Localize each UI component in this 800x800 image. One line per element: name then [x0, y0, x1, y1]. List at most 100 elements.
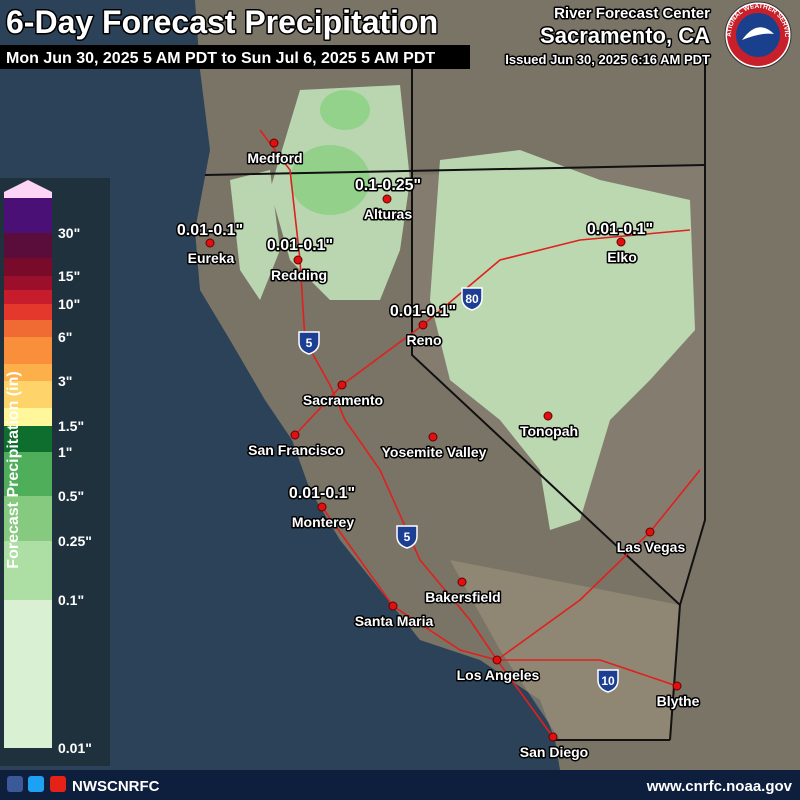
road	[497, 659, 678, 687]
road	[321, 506, 498, 661]
legend-band	[4, 600, 52, 748]
city-dot	[645, 527, 655, 537]
city-label: Sacramento	[303, 392, 383, 408]
amount-label: 0.01-0.1"	[177, 222, 243, 239]
subtitle-bar	[0, 45, 470, 69]
legend-label: 0.5"	[58, 488, 84, 504]
legend: 30" 15" 10" 6" 3" 1.5" 1" 0.5" 0.25" 0.1" 0.01"	[4, 180, 92, 756]
city-dot	[317, 502, 327, 512]
legend-band	[4, 364, 52, 381]
precip-areas-medium	[290, 90, 370, 215]
issued: Issued Jun 30, 2025 6:16 AM PDT	[505, 52, 710, 67]
city-dot	[457, 577, 467, 587]
legend-label: 6"	[58, 329, 72, 345]
state-border	[204, 164, 706, 176]
title: 6-Day Forecast Precipitation	[6, 4, 438, 40]
website[interactable]: www.cnrfc.noaa.gov	[646, 778, 793, 795]
legend-band	[4, 426, 52, 452]
city-label: San Francisco	[248, 442, 344, 458]
legend-band	[4, 320, 52, 337]
road	[259, 129, 554, 738]
city-dot	[672, 681, 682, 691]
borders	[204, 60, 706, 741]
places: Medford Alturas Eureka Redding Reno Elko Sacra…	[175, 138, 701, 762]
amount-label: 0.01-0.1"	[289, 485, 355, 502]
center-location: Sacramento, CA	[540, 23, 710, 48]
precip-area	[320, 90, 370, 130]
city-dot	[548, 732, 558, 742]
legend-label: 1"	[58, 444, 72, 460]
city-dot	[269, 138, 279, 148]
city-dot	[616, 237, 626, 247]
legend-band	[4, 381, 52, 408]
city-label: Redding	[271, 267, 327, 283]
twitter-icon[interactable]	[28, 776, 44, 792]
legend-label: 0.25"	[58, 533, 92, 549]
city-dot	[418, 320, 428, 330]
legend-label: 3"	[58, 373, 72, 389]
legend-label: 0.1"	[58, 592, 84, 608]
legend-band	[4, 304, 52, 320]
city-label: Tonopah	[520, 423, 578, 439]
highway-number: 5	[404, 530, 411, 544]
precip-area	[430, 150, 695, 530]
road	[496, 469, 701, 661]
legend-band	[4, 276, 52, 290]
city-dot	[543, 411, 553, 421]
city-label: Eureka	[188, 250, 235, 266]
youtube-icon[interactable]	[50, 776, 66, 792]
city-label: Reno	[407, 332, 442, 348]
city-dot	[293, 255, 303, 265]
city-label: Las Vegas	[617, 539, 686, 555]
city-label: Los Angeles	[457, 667, 540, 683]
city-label: Blythe	[657, 693, 700, 709]
legend-band	[4, 290, 52, 304]
state-border	[411, 60, 682, 741]
city-label: Monterey	[292, 514, 354, 530]
city-dot	[428, 432, 438, 442]
highway-shield	[396, 525, 418, 549]
legend-label: 0.01"	[58, 740, 92, 756]
highway-shield	[597, 669, 619, 693]
city-dot	[382, 194, 392, 204]
footer-bar	[0, 770, 800, 800]
amount-label: 0.01-0.1"	[390, 303, 456, 320]
precip-area	[290, 145, 370, 215]
city-label: Alturas	[364, 206, 412, 222]
city-label: Bakersfield	[425, 589, 500, 605]
amount-label: 0.01-0.1"	[267, 237, 333, 254]
desert	[450, 560, 680, 740]
center-name: River Forecast Center	[554, 5, 710, 22]
legend-band	[4, 408, 52, 426]
legend-band	[4, 233, 52, 258]
city-label: Yosemite Valley	[382, 444, 487, 460]
legend-band	[4, 258, 52, 276]
state-border	[679, 60, 706, 606]
highway-number: 10	[601, 674, 615, 688]
amount-label: 0.1-0.25"	[355, 177, 421, 194]
facebook-icon[interactable]	[7, 776, 23, 792]
highway-number: 5	[306, 336, 313, 350]
highway-shield	[461, 287, 483, 311]
city-label: Santa Maria	[355, 613, 434, 629]
city-label: San Diego	[520, 744, 588, 760]
city-label: Elko	[607, 249, 637, 265]
legend-label: 1.5"	[58, 418, 84, 434]
legend-label: 15"	[58, 268, 80, 284]
ocean	[0, 0, 560, 770]
legend-band	[4, 337, 52, 364]
precip-area	[230, 170, 280, 300]
city-dot	[337, 380, 347, 390]
legend-band	[4, 452, 52, 496]
city-label: Medford	[247, 150, 302, 166]
legend-title: Forecast Precipitation (in)	[5, 371, 22, 568]
highway-shield	[298, 331, 320, 355]
highway-number: 80	[465, 292, 479, 306]
city-dot	[388, 601, 398, 611]
social-handle[interactable]: NWSCNRFC	[72, 778, 160, 795]
legend-label: 30"	[58, 225, 80, 241]
city-dot	[290, 430, 300, 440]
legend-band	[4, 496, 52, 541]
city-dot	[205, 238, 215, 248]
